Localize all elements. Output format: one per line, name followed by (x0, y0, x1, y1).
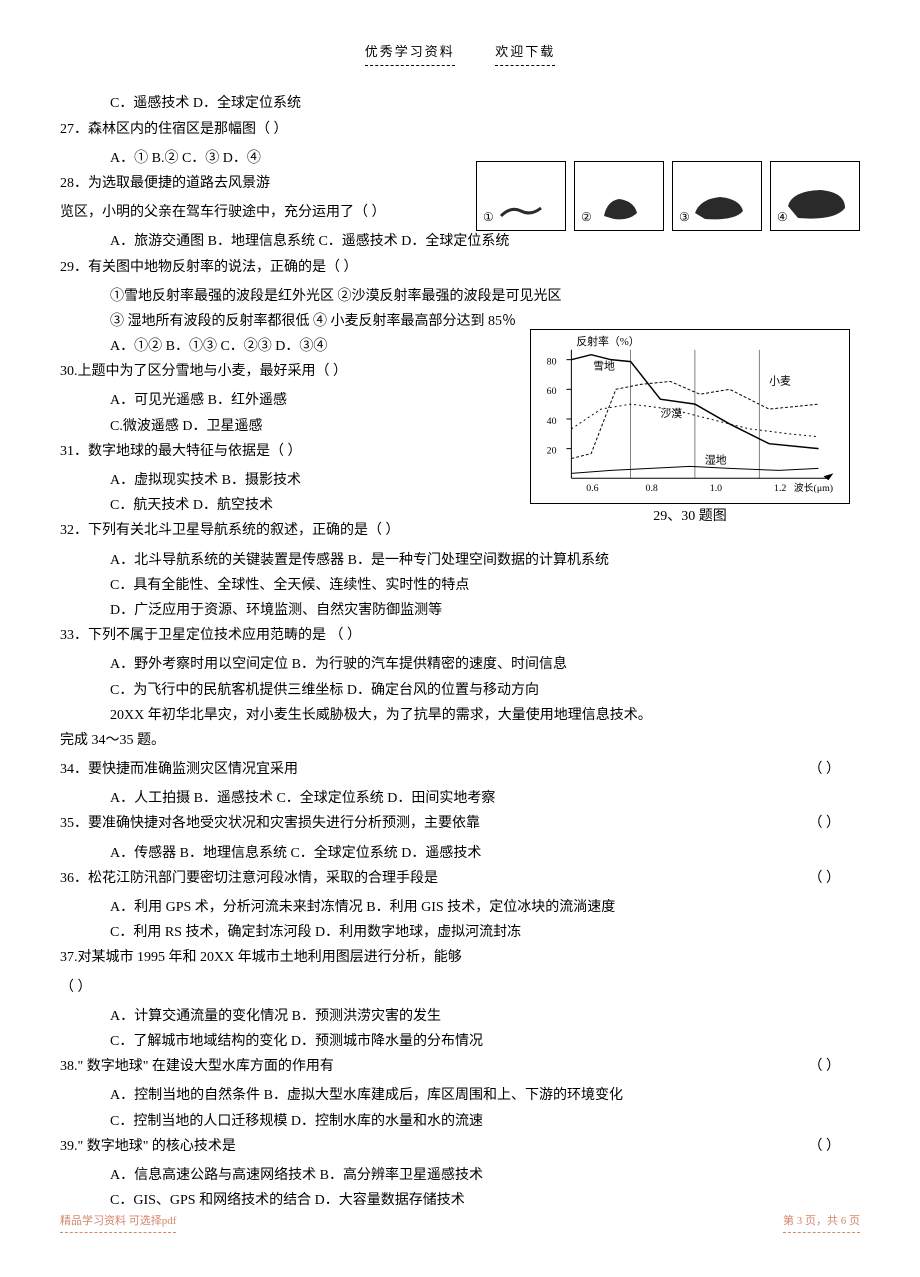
q39-text: 39." 数字地球" 的核心技术是 (60, 1139, 236, 1154)
q38-text: 38." 数字地球" 在建设大型水库方面的作用有 (60, 1059, 334, 1074)
svg-text:0.8: 0.8 (646, 483, 658, 494)
q36-a: A．利用 GPS 术，分析河流未来封冻情况 B．利用 GIS 技术，定位冰块的流… (60, 895, 860, 920)
svg-text:波长(μm): 波长(μm) (794, 481, 833, 494)
q32-c: C．具有全能性、全球性、全天候、连续性、实时性的特点 (60, 573, 860, 598)
q27: 27．森林区内的住宿区是那幅图（ ） (60, 117, 860, 142)
q34-opts: A．人工拍摄 B．遥感技术 C．全球定位系统 D．田间实地考察 (60, 786, 860, 811)
svg-text:60: 60 (547, 386, 557, 397)
svg-text:0.6: 0.6 (586, 483, 598, 494)
svg-text:1.2: 1.2 (774, 483, 786, 494)
q38-c: C．控制当地的人口迁移规模 D．控制水库的水量和水的流速 (60, 1109, 860, 1134)
q35-paren: （ ） (809, 811, 841, 836)
page-footer: 精品学习资料 可选择pdf 第 3 页，共 6 页 (0, 1212, 920, 1233)
q33-a: A．野外考察时用以空间定位 B．为行驶的汽车提供精密的速度、时间信息 (60, 652, 860, 677)
q39-a: A．信息高速公路与高速网络技术 B．高分辨率卫星遥感技术 (60, 1163, 860, 1188)
q35-opts: A．传感器 B．地理信息系统 C．全球定位系统 D．遥感技术 (60, 841, 860, 866)
page-header: 优秀学习资料 欢迎下载 (60, 40, 860, 66)
passage-34: 20XX 年初华北旱灾，对小麦生长威胁极大，为了抗旱的需求，大量使用地理信息技术… (60, 703, 860, 728)
q36-text: 36．松花江防汛部门要密切注意河段冰情，采取的合理手段是 (60, 871, 438, 886)
q34: 34．要快捷而准确监测灾区情况宜采用 （ ） (60, 757, 860, 782)
q28-line1: 28．为选取最便捷的道路去风景游 (60, 171, 860, 196)
q34-text: 34．要快捷而准确监测灾区情况宜采用 (60, 762, 298, 777)
footer-left: 精品学习资料 可选择pdf (60, 1212, 176, 1233)
q38: 38." 数字地球" 在建设大型水库方面的作用有 （ ） (60, 1054, 860, 1079)
q37-paren: （ ） (60, 975, 860, 1000)
q30: 30.上题中为了区分雪地与小麦，最好采用（ ） (60, 359, 860, 384)
q39-paren: （ ） (809, 1134, 841, 1159)
q39-c: C．GIS、GPS 和网络技术的结合 D．大容量数据存储技术 (60, 1188, 860, 1213)
chart-ylabel: 反射率（%） (576, 334, 639, 348)
q33: 33．下列不属于卫星定位技术应用范畴的是 （ ） (60, 623, 860, 648)
q36: 36．松花江防汛部门要密切注意河段冰情，采取的合理手段是 （ ） (60, 866, 860, 891)
q36-c: C．利用 RS 技术，确定封冻河段 D．利用数字地球，虚拟河流封冻 (60, 920, 860, 945)
q29: 29．有关图中地物反射率的说法，正确的是（ ） (60, 255, 860, 280)
svg-text:沙漠: 沙漠 (660, 407, 682, 420)
q35: 35．要准确快捷对各地受灾状况和灾害损失进行分析预测，主要依靠 （ ） (60, 811, 860, 836)
q36-paren: （ ） (809, 866, 841, 891)
q33-c: C．为飞行中的民航客机提供三维坐标 D．确定台风的位置与移动方向 (60, 678, 860, 703)
q35-text: 35．要准确快捷对各地受灾状况和灾害损失进行分析预测，主要依靠 (60, 816, 480, 831)
q34-paren: （ ） (809, 757, 841, 782)
q37-a: A．计算交通流量的变化情况 B．预测洪涝灾害的发生 (60, 1004, 860, 1029)
q31: 31．数字地球的最大特征与依据是（ ） (60, 439, 860, 464)
q37: 37.对某城市 1995 年和 20XX 年城市土地利用图层进行分析，能够 (60, 945, 860, 970)
q28-options: A．旅游交通图 B．地理信息系统 C．遥感技术 D．全球定位系统 (60, 229, 860, 254)
svg-text:1.0: 1.0 (710, 483, 722, 494)
q29-sub1: ①雪地反射率最强的波段是红外光区 ②沙漠反射率最强的波段是可见光区 (60, 284, 860, 309)
header-right: 欢迎下载 (495, 40, 555, 66)
reflectance-chart: 反射率（%） 80 60 40 20 0.6 0.8 1.0 1.2 波长(μm… (530, 329, 850, 504)
q32: 32．下列有关北斗卫星导航系统的叙述，正确的是（ ） (60, 518, 860, 543)
q37-c: C．了解城市地域结构的变化 D．预测城市降水量的分布情况 (60, 1029, 860, 1054)
content-body: ① ② ③ ④ C．遥感技术 D．全球定位系统 27．森林区内的住宿区是那幅图（… (60, 91, 860, 1213)
svg-text:40: 40 (547, 416, 557, 427)
header-left: 优秀学习资料 (365, 40, 455, 66)
q32-d: D．广泛应用于资源、环境监测、自然灾害防御监测等 (60, 598, 860, 623)
passage-34-2: 完成 34～35 题。 (60, 728, 860, 753)
q26-options: C．遥感技术 D．全球定位系统 (60, 91, 860, 116)
footer-right: 第 3 页，共 6 页 (783, 1212, 860, 1233)
q39: 39." 数字地球" 的核心技术是 （ ） (60, 1134, 860, 1159)
q28-line2: 览区，小明的父亲在驾车行驶途中，充分运用了（ ） (60, 200, 860, 225)
q38-a: A．控制当地的自然条件 B．虚拟大型水库建成后，库区周围和上、下游的环境变化 (60, 1083, 860, 1108)
q38-paren: （ ） (809, 1054, 841, 1079)
q32-a: A．北斗导航系统的关键装置是传感器 B．是一种专门处理空间数据的计算机系统 (60, 548, 860, 573)
